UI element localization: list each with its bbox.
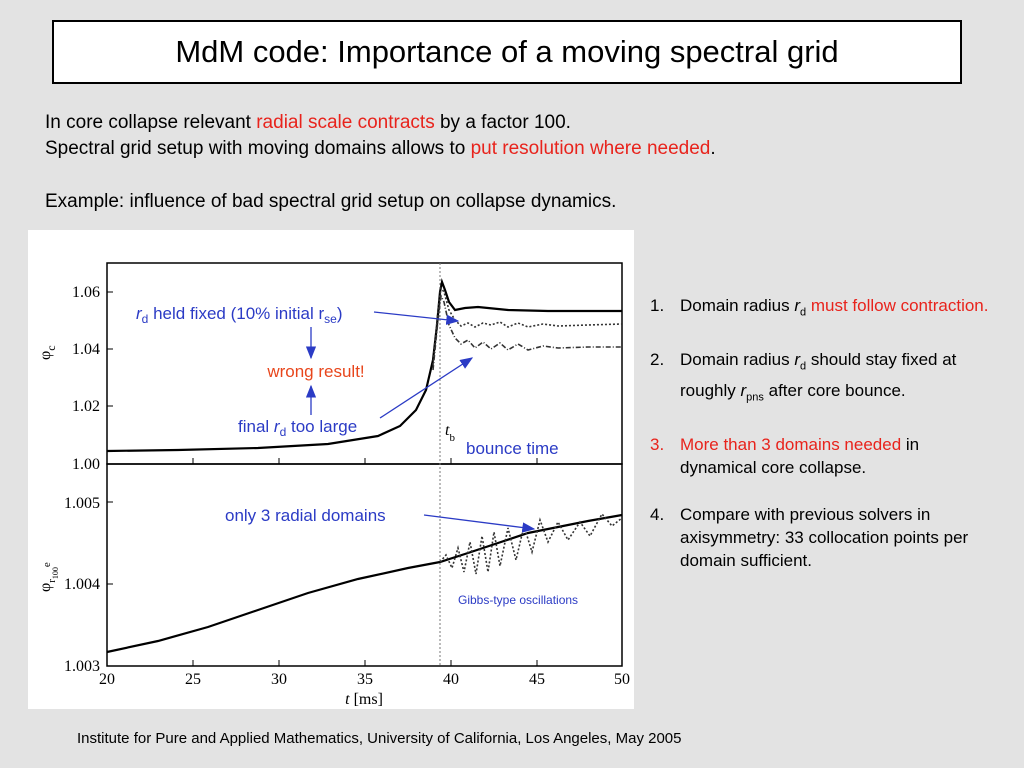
notes-list: 1. Domain radius rd must follow contract… xyxy=(650,294,995,596)
figure-svg: 1.06 1.04 1.02 1.00 φc 1.005 1.004 1.003… xyxy=(37,262,630,708)
list-text: Compare with previous solvers in axisymm… xyxy=(680,505,969,571)
intro-line-1-highlight: radial scale contracts xyxy=(256,112,435,133)
xtick-40: 40 xyxy=(443,671,459,688)
bottom-ylabel: φr100e xyxy=(37,562,60,592)
svg-text:φc: φc xyxy=(37,345,58,360)
intro-line-3: Example: influence of bad spectral grid … xyxy=(45,191,617,212)
top-ylabel: φc xyxy=(37,345,58,360)
xtick-45: 45 xyxy=(529,671,545,688)
x-axis-label: t [ms] xyxy=(345,691,383,708)
top-ytick-4: 1.00 xyxy=(72,456,100,473)
list-num: 2. xyxy=(650,350,665,370)
annotation-gibbs: Gibbs-type oscillations xyxy=(458,593,578,607)
bottom-curve-smooth xyxy=(106,513,623,654)
xtick-30: 30 xyxy=(271,671,287,688)
bottom-panel-frame xyxy=(106,463,623,667)
annotation-wrong-result: wrong result! xyxy=(266,362,364,381)
xtick-50: 50 xyxy=(614,671,630,688)
list-item: 2. Domain radius rd should stay fixed at… xyxy=(650,348,995,409)
annotation-rd-fixed: rd held fixed (10% initial rse) xyxy=(136,304,342,326)
list-text: Domain radius rd must follow contraction… xyxy=(680,296,989,319)
title-box: MdM code: Importance of a moving spectra… xyxy=(52,20,962,84)
xtick-25: 25 xyxy=(185,671,201,688)
intro-line-2-a: Spectral grid setup with moving domains … xyxy=(45,138,471,159)
intro-line-1-b: by a factor 100. xyxy=(434,112,571,133)
intro-line-2: Spectral grid setup with moving domains … xyxy=(45,136,716,162)
top-curve-dashdot xyxy=(432,293,622,371)
list-num: 4. xyxy=(650,505,665,525)
annotation-bounce-time: bounce time xyxy=(466,439,559,458)
collapse-figure: 1.06 1.04 1.02 1.00 φc 1.005 1.004 1.003… xyxy=(28,230,634,709)
arrow-to-fixed-curve xyxy=(373,311,460,325)
annotation-final-rd: final rd too large xyxy=(238,417,357,439)
top-ytick-3: 1.02 xyxy=(72,398,100,415)
top-ytick-2: 1.04 xyxy=(72,341,100,358)
intro-line-2-b: . xyxy=(710,138,716,159)
svg-text:φr100e: φr100e xyxy=(37,562,60,592)
list-text: More than 3 domains needed in dynamical … xyxy=(680,435,920,478)
list-num: 3. xyxy=(650,435,665,455)
top-curve-dotted xyxy=(432,285,623,366)
arrow-to-oscillations xyxy=(423,514,536,533)
tb-label: tb xyxy=(445,422,455,444)
top-ytick-1: 1.06 xyxy=(72,284,100,301)
intro-line-1: In core collapse relevant radial scale c… xyxy=(45,110,716,136)
bottom-curve-oscillating xyxy=(439,512,623,575)
list-text: Domain radius rd should stay fixed at ro… xyxy=(680,350,957,404)
footer: Institute for Pure and Applied Mathemati… xyxy=(77,730,682,747)
bottom-ytick-3: 1.003 xyxy=(64,658,100,675)
list-item: 4. Compare with previous solvers in axis… xyxy=(650,503,995,572)
bottom-ytick-1: 1.005 xyxy=(64,495,100,512)
arrow-to-final-curve xyxy=(379,357,474,419)
xtick-20: 20 xyxy=(99,671,115,688)
list-item: 3. More than 3 domains needed in dynamic… xyxy=(650,433,995,479)
list-item: 1. Domain radius rd must follow contract… xyxy=(650,294,995,324)
x-tick-marks xyxy=(106,291,538,666)
intro-text: In core collapse relevant radial scale c… xyxy=(45,110,716,215)
slide-title: MdM code: Importance of a moving spectra… xyxy=(175,34,839,69)
intro-line-2-highlight: put resolution where needed xyxy=(470,138,711,159)
bottom-ytick-2: 1.004 xyxy=(64,576,100,593)
intro-line-1-a: In core collapse relevant xyxy=(45,112,257,133)
annotation-3-domains: only 3 radial domains xyxy=(225,506,386,525)
list-num: 1. xyxy=(650,296,665,315)
xtick-35: 35 xyxy=(357,671,373,688)
